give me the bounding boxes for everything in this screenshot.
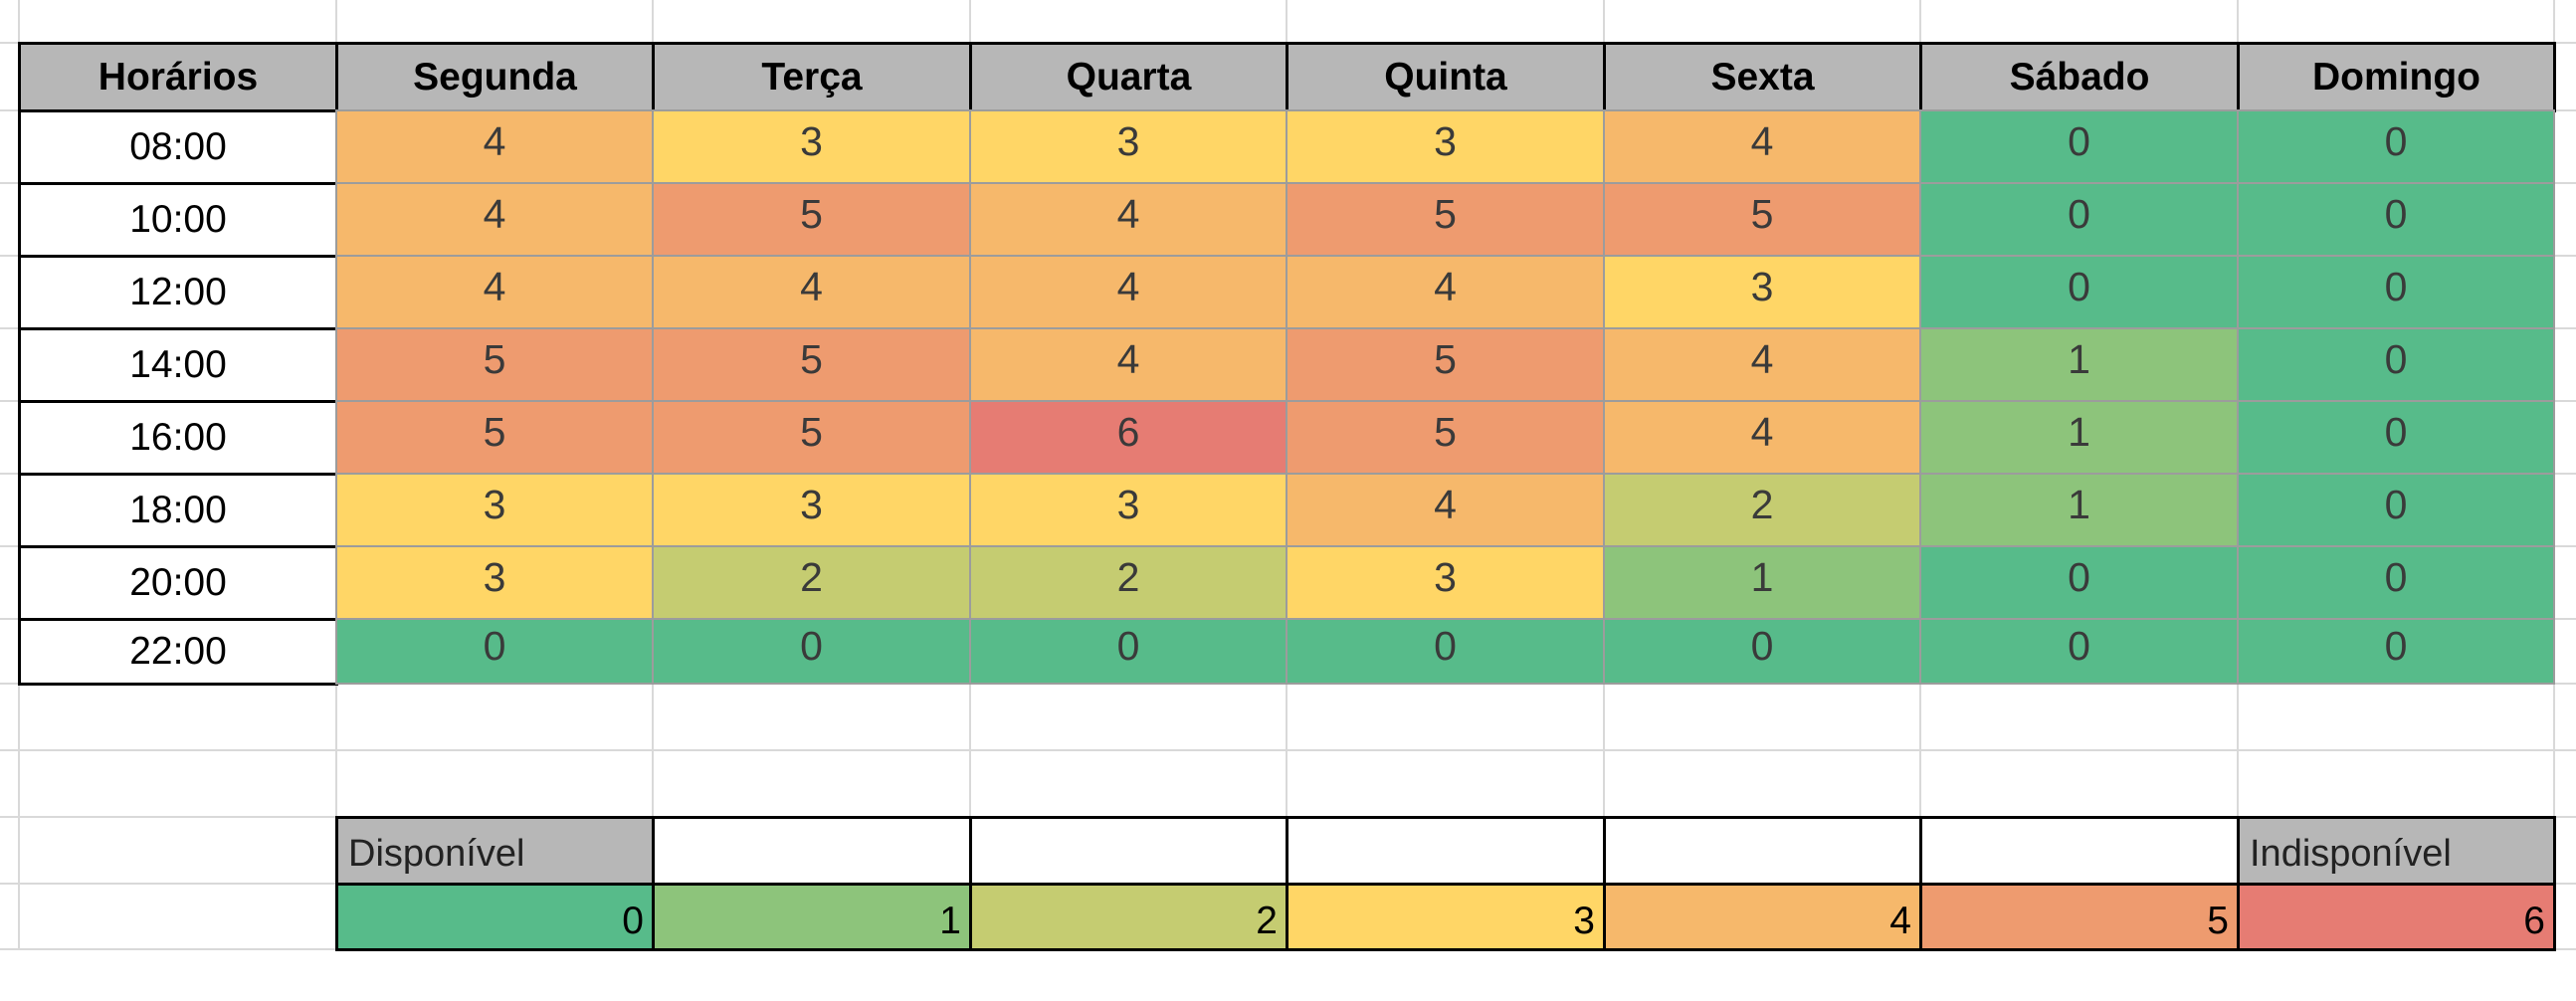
heatmap-value-cell[interactable]: 0 [2237, 182, 2555, 257]
heatmap-value-cell[interactable]: 0 [2237, 473, 2555, 547]
heatmap-value-cell[interactable]: 4 [1603, 327, 1921, 402]
time-cell[interactable]: 10:00 [18, 182, 338, 258]
legend-empty-cell[interactable] [1919, 816, 2240, 886]
heatmap-value-cell[interactable]: 3 [335, 545, 654, 620]
heatmap-value-cell[interactable]: 4 [335, 255, 654, 329]
heatmap-value-cell[interactable]: 4 [335, 109, 654, 184]
heatmap-value-cell[interactable]: 1 [1919, 473, 2239, 547]
header-cell-day[interactable]: Quarta [969, 42, 1288, 112]
legend-empty-cell[interactable] [1286, 816, 1606, 886]
legend-scale-cell[interactable]: 2 [969, 883, 1288, 951]
heatmap-value-cell[interactable]: 4 [1286, 473, 1605, 547]
heatmap-value-cell[interactable]: 0 [1603, 618, 1921, 685]
legend-empty-cell[interactable] [969, 816, 1288, 886]
heatmap-value-cell[interactable]: 5 [1603, 182, 1921, 257]
time-cell[interactable]: 08:00 [18, 109, 338, 185]
heatmap-value-cell[interactable]: 3 [1286, 545, 1605, 620]
heatmap-value-cell[interactable]: 4 [969, 182, 1288, 257]
heatmap-value-cell[interactable]: 5 [652, 327, 971, 402]
heatmap-value-cell[interactable]: 0 [1919, 255, 2239, 329]
heatmap-value-cell[interactable]: 4 [1286, 255, 1605, 329]
heatmap-value-cell[interactable]: 0 [652, 618, 971, 685]
time-cell[interactable]: 12:00 [18, 255, 338, 330]
heatmap-value-cell[interactable]: 0 [335, 618, 654, 685]
legend-available-label[interactable]: Disponível [335, 816, 655, 886]
heatmap-value-cell[interactable]: 0 [1286, 618, 1605, 685]
legend-empty-cell[interactable] [652, 816, 972, 886]
heatmap-value-cell[interactable]: 0 [2237, 109, 2555, 184]
legend-scale-cell[interactable]: 0 [335, 883, 655, 951]
heatmap-value-cell[interactable]: 5 [652, 400, 971, 475]
heatmap-value-cell[interactable]: 5 [335, 400, 654, 475]
heatmap-value-cell[interactable]: 1 [1603, 545, 1921, 620]
heatmap-value-cell[interactable]: 0 [1919, 618, 2239, 685]
heatmap-value-cell[interactable]: 0 [1919, 545, 2239, 620]
heatmap-value-cell[interactable]: 6 [969, 400, 1288, 475]
heatmap-value-cell[interactable]: 5 [335, 327, 654, 402]
heatmap-value-cell[interactable]: 3 [652, 473, 971, 547]
heatmap-value-cell[interactable]: 4 [969, 255, 1288, 329]
header-cell-day[interactable]: Sexta [1603, 42, 1922, 112]
header-cell-day[interactable]: Quinta [1286, 42, 1606, 112]
heatmap-value-cell[interactable]: 5 [1286, 182, 1605, 257]
grid-line-horizontal [0, 749, 2576, 751]
legend-scale-cell[interactable]: 5 [1919, 883, 2240, 951]
time-cell[interactable]: 18:00 [18, 473, 338, 548]
heatmap-value-cell[interactable]: 3 [1286, 109, 1605, 184]
header-cell-day[interactable]: Terça [652, 42, 972, 112]
heatmap-value-cell[interactable]: 3 [1603, 255, 1921, 329]
heatmap-value-cell[interactable]: 3 [969, 473, 1288, 547]
heatmap-value-cell[interactable]: 4 [969, 327, 1288, 402]
heatmap-value-cell[interactable]: 1 [1919, 400, 2239, 475]
header-cell-day[interactable]: Segunda [335, 42, 655, 112]
heatmap-value-cell[interactable]: 1 [1919, 327, 2239, 402]
heatmap-value-cell[interactable]: 0 [2237, 255, 2555, 329]
legend-scale-cell[interactable]: 4 [1603, 883, 1922, 951]
time-cell[interactable]: 16:00 [18, 400, 338, 476]
time-cell[interactable]: 14:00 [18, 327, 338, 403]
header-cell-day[interactable]: Sábado [1919, 42, 2240, 112]
heatmap-value-cell[interactable]: 0 [969, 618, 1288, 685]
time-cell[interactable]: 22:00 [18, 618, 338, 686]
heatmap-value-cell[interactable]: 5 [1286, 400, 1605, 475]
heatmap-value-cell[interactable]: 2 [1603, 473, 1921, 547]
time-cell[interactable]: 20:00 [18, 545, 338, 621]
heatmap-value-cell[interactable]: 3 [652, 109, 971, 184]
heatmap-value-cell[interactable]: 4 [335, 182, 654, 257]
header-cell-horarios[interactable]: Horários [18, 42, 338, 112]
heatmap-value-cell[interactable]: 2 [652, 545, 971, 620]
heatmap-value-cell[interactable]: 3 [969, 109, 1288, 184]
heatmap-value-cell[interactable]: 5 [652, 182, 971, 257]
legend-unavailable-label[interactable]: Indisponível [2237, 816, 2556, 886]
heatmap-value-cell[interactable]: 4 [1603, 109, 1921, 184]
legend-empty-cell[interactable] [1603, 816, 1922, 886]
heatmap-value-cell[interactable]: 0 [2237, 400, 2555, 475]
legend-scale-cell[interactable]: 6 [2237, 883, 2556, 951]
heatmap-value-cell[interactable]: 4 [652, 255, 971, 329]
heatmap-value-cell[interactable]: 2 [969, 545, 1288, 620]
heatmap-value-cell[interactable]: 0 [1919, 182, 2239, 257]
header-cell-day[interactable]: Domingo [2237, 42, 2556, 112]
heatmap-value-cell[interactable]: 3 [335, 473, 654, 547]
heatmap-value-cell[interactable]: 4 [1603, 400, 1921, 475]
heatmap-value-cell[interactable]: 0 [2237, 327, 2555, 402]
heatmap-value-cell[interactable]: 5 [1286, 327, 1605, 402]
heatmap-value-cell[interactable]: 0 [2237, 618, 2555, 685]
heatmap-value-cell[interactable]: 0 [2237, 545, 2555, 620]
legend-scale-cell[interactable]: 3 [1286, 883, 1606, 951]
heatmap-value-cell[interactable]: 0 [1919, 109, 2239, 184]
legend-scale-cell[interactable]: 1 [652, 883, 972, 951]
